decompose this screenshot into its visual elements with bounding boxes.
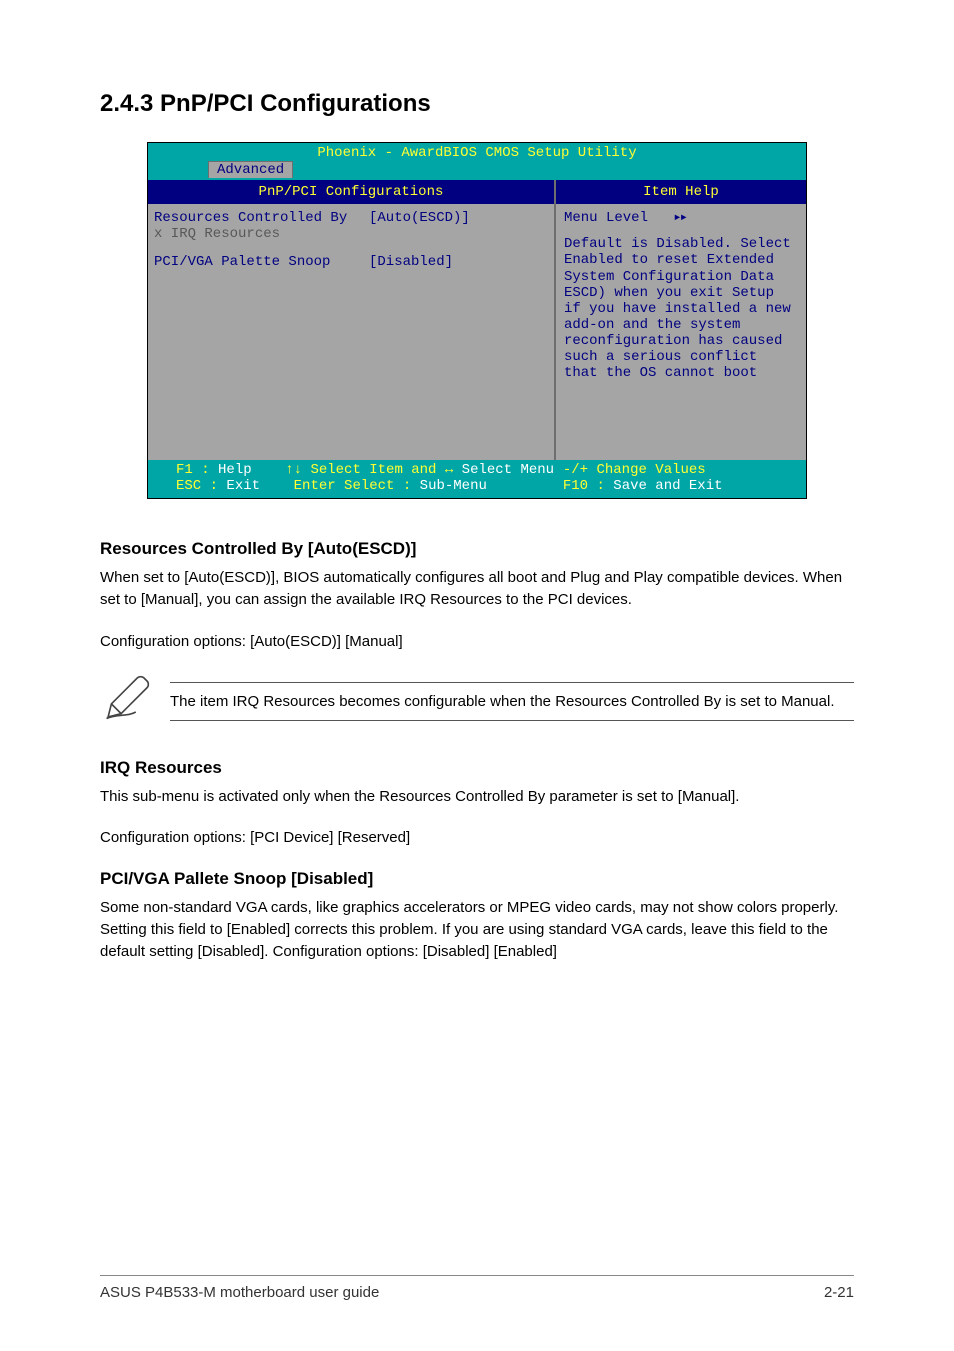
config-options: Configuration options: [PCI Device] [Res…: [100, 827, 854, 849]
paragraph: This sub-menu is activated only when the…: [100, 786, 854, 808]
note-text: The item IRQ Resources becomes configura…: [170, 682, 854, 721]
tab-advanced[interactable]: Advanced: [208, 161, 293, 178]
option-label-disabled: x IRQ Resources: [154, 226, 280, 242]
heading-resources-controlled: Resources Controlled By [Auto(ESCD)]: [100, 539, 854, 559]
note-callout: The item IRQ Resources becomes configura…: [100, 673, 854, 730]
option-value: [Disabled]: [369, 254, 453, 270]
nav-submenu: Sub-Menu: [420, 478, 487, 494]
bios-option-resources[interactable]: Resources Controlled By [Auto(ESCD)]: [154, 210, 548, 226]
paragraph: Some non-standard VGA cards, like graphi…: [100, 897, 854, 962]
bios-screenshot: Phoenix - AwardBIOS CMOS Setup Utility A…: [147, 142, 807, 499]
bios-footer: F1 : Help ↑↓ Select Item and ↔ Select Me…: [148, 460, 806, 498]
heading-irq-resources: IRQ Resources: [100, 758, 854, 778]
key-esc: ESC :: [176, 478, 226, 494]
bios-window-title: Phoenix - AwardBIOS CMOS Setup Utility: [148, 143, 806, 161]
bios-option-irq: x IRQ Resources: [154, 226, 548, 242]
heading-palette-snoop: PCI/VGA Pallete Snoop [Disabled]: [100, 869, 854, 889]
nav-enter: Enter Select :: [294, 478, 420, 494]
bios-right-panel: Item Help Menu Level ▸▸ Default is Disab…: [556, 180, 806, 460]
nav-change-values: -/+ Change Values: [563, 462, 800, 478]
key-esc-label: Exit: [226, 478, 260, 494]
option-value: [Auto(ESCD)]: [369, 210, 470, 226]
nav-select-item: ↑↓ Select Item and ↔: [285, 462, 461, 478]
bios-tab-bar: Advanced: [148, 161, 806, 180]
chevron-right-icon: ▸▸: [673, 210, 686, 226]
section-title: 2.4.3 PnP/PCI Configurations: [100, 90, 854, 118]
bios-left-header: PnP/PCI Configurations: [148, 180, 554, 204]
key-f1-label: Help: [218, 462, 252, 478]
key-f10: F10 :: [563, 478, 613, 494]
bios-option-palette[interactable]: PCI/VGA Palette Snoop [Disabled]: [154, 254, 548, 270]
key-f1: F1 :: [176, 462, 218, 478]
footer-page-number: 2-21: [824, 1284, 854, 1301]
key-f10-label: Save and Exit: [613, 478, 722, 494]
pencil-note-icon: [100, 673, 152, 730]
paragraph: When set to [Auto(ESCD)], BIOS automatic…: [100, 567, 854, 611]
menu-level-label: Menu Level: [564, 210, 648, 226]
bios-right-header: Item Help: [556, 180, 806, 204]
option-label: PCI/VGA Palette Snoop: [154, 254, 369, 270]
config-options: Configuration options: [Auto(ESCD)] [Man…: [100, 631, 854, 653]
footer-doc-title: ASUS P4B533-M motherboard user guide: [100, 1284, 379, 1301]
nav-select-menu: Select Menu: [462, 462, 554, 478]
page-footer: ASUS P4B533-M motherboard user guide 2-2…: [100, 1275, 854, 1301]
bios-left-panel: PnP/PCI Configurations Resources Control…: [148, 180, 556, 460]
option-label: Resources Controlled By: [154, 210, 369, 226]
item-help-text: Default is Disabled. Select Enabled to r…: [564, 236, 798, 381]
